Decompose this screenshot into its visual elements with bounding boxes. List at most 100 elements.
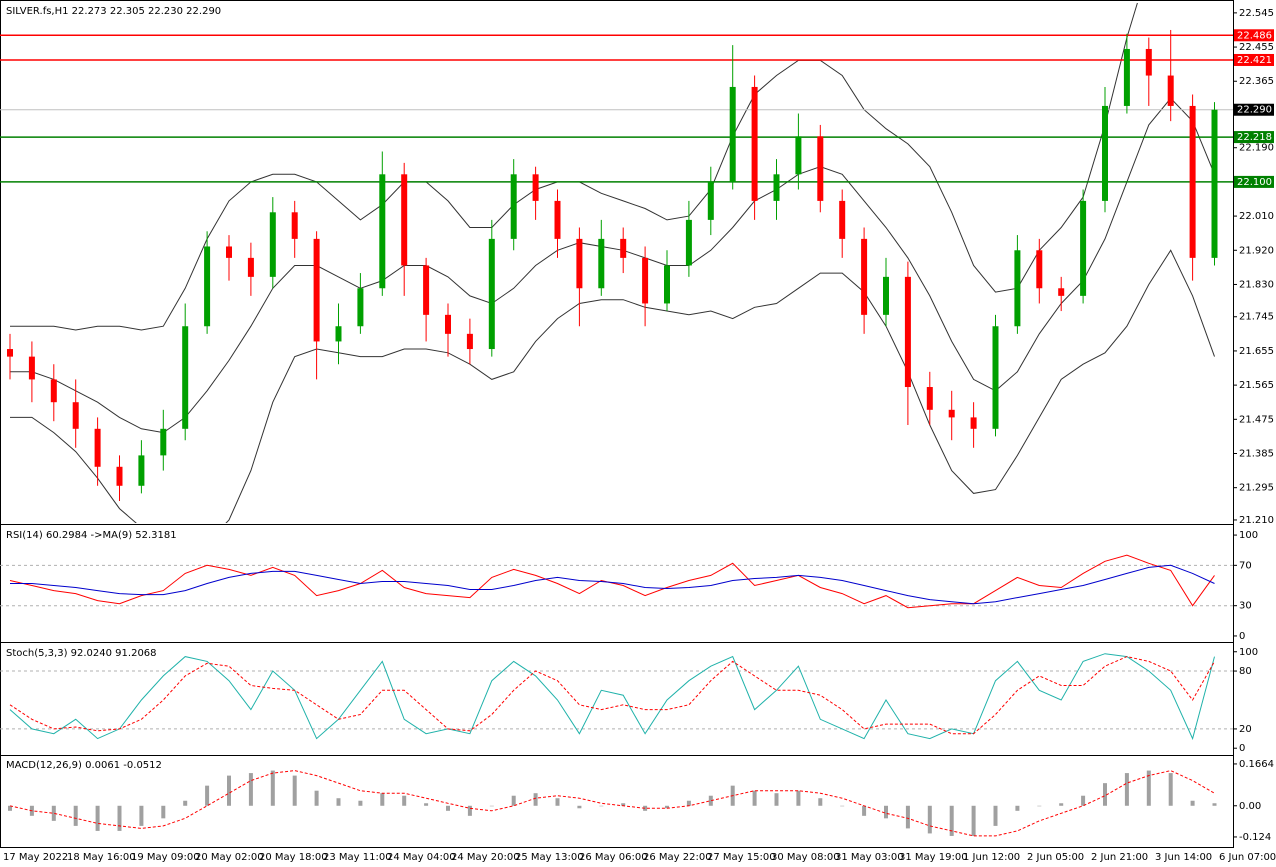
x-tick-label: 27 May 15:00	[707, 852, 776, 863]
macd-bar	[752, 790, 757, 806]
macd-bar	[292, 775, 297, 806]
candle-body	[94, 428, 101, 467]
y-tick-label: 22.010	[1239, 211, 1274, 222]
candle-body	[423, 265, 430, 315]
macd-bar	[1015, 805, 1020, 811]
macd-bar	[95, 805, 100, 831]
candle-body	[466, 333, 473, 350]
y-tick-label: 21.655	[1239, 346, 1274, 357]
candle-body	[1211, 109, 1218, 258]
x-tick-label: 30 May 08:00	[771, 852, 840, 863]
candle-body	[642, 257, 649, 304]
y-tick-label: 21.295	[1239, 483, 1274, 494]
candle-body	[401, 174, 408, 266]
macd-bar	[818, 798, 823, 806]
macd-bar	[161, 805, 166, 819]
candle-body	[182, 326, 189, 429]
macd-bar	[840, 805, 845, 807]
x-tick-label: 20 May 02:00	[195, 852, 264, 863]
panel	[0, 653, 1233, 741]
y-tick-label: 0.00	[1239, 801, 1261, 812]
indicator-line	[9, 653, 1215, 741]
candle-body	[883, 276, 889, 315]
candle-body	[1036, 250, 1043, 289]
candle-body	[664, 265, 670, 304]
macd-bar	[1146, 770, 1151, 806]
macd-bar	[686, 800, 691, 806]
x-tick-label: 19 May 09:00	[131, 852, 200, 863]
macd-bar	[665, 805, 669, 809]
panel	[0, 3, 1233, 523]
macd-bar	[884, 805, 888, 819]
y-tick-label: 20	[1239, 724, 1252, 735]
candle-body	[817, 136, 824, 201]
macd-bar	[8, 805, 12, 811]
macd-bar	[927, 805, 932, 834]
candle-body	[1189, 105, 1196, 258]
macd-bar	[796, 790, 801, 806]
candle-body	[247, 257, 254, 277]
candle-body	[1014, 250, 1021, 327]
candle-body	[861, 238, 868, 315]
level-label-box	[1234, 175, 1274, 188]
y-tick-label: 21.745	[1239, 312, 1274, 323]
x-tick-label: 31 May 19:00	[899, 852, 968, 863]
candle-body	[1058, 288, 1065, 296]
indicator-line	[10, 249, 1215, 523]
y-tick-label: 0	[1239, 743, 1245, 754]
panel	[8, 770, 1217, 837]
macd-bar	[621, 803, 626, 806]
x-tick-label: 3 Jun 14:00	[1155, 852, 1212, 863]
x-tick-label: 18 May 16:00	[67, 852, 136, 863]
candle-body	[707, 181, 714, 220]
candle-body	[510, 174, 517, 239]
y-tick-label: 21.565	[1239, 380, 1274, 391]
macd-bar	[949, 805, 954, 836]
macd-bar	[1124, 773, 1129, 806]
panel-title: Stoch(5,3,3) 92.0240 91.2068	[6, 648, 157, 659]
indicator-line	[9, 656, 1215, 735]
macd-bar	[1212, 803, 1217, 806]
x-tick-label: 25 May 13:00	[515, 852, 584, 863]
candle-body	[904, 276, 911, 388]
candle-body	[488, 238, 495, 350]
macd-bar	[73, 805, 78, 826]
y-tick-label: 21.475	[1239, 414, 1274, 425]
macd-bar	[555, 798, 560, 806]
panel-title: SILVER.fs,H1 22.273 22.305 22.230 22.290	[6, 6, 221, 17]
level-label: 22.486	[1237, 30, 1272, 41]
candle-body	[1145, 48, 1152, 76]
x-tick-label: 26 May 22:00	[643, 852, 712, 863]
y-tick-label: 0	[1239, 631, 1245, 642]
panel	[0, 554, 1233, 609]
macd-bar	[862, 805, 867, 816]
panel-title: RSI(14) 60.2984 ->MA(9) 52.3181	[6, 530, 177, 541]
candle-body	[926, 387, 933, 410]
candle-body	[72, 402, 79, 429]
candle-body	[335, 326, 342, 342]
candle-body	[839, 200, 846, 239]
macd-bar	[380, 793, 385, 806]
y-tick-label: 0.1664	[1239, 759, 1274, 770]
y-tick-label: 70	[1239, 560, 1252, 571]
macd-bar	[248, 773, 253, 806]
macd-bar	[139, 805, 144, 826]
y-tick-label: -0.124	[1239, 832, 1271, 843]
macd-bar	[533, 793, 538, 806]
macd-bar	[270, 770, 275, 806]
macd-bar	[446, 805, 450, 811]
indicator-line	[10, 3, 1138, 331]
candle-body	[204, 246, 211, 327]
candle-body	[379, 174, 386, 289]
x-tick-label: 26 May 06:00	[579, 852, 648, 863]
macd-bar	[183, 800, 188, 806]
x-tick-label: 17 May 2022	[3, 852, 68, 863]
candle-body	[795, 136, 802, 175]
level-label: 22.218	[1237, 132, 1272, 143]
macd-bar	[708, 795, 713, 806]
y-tick-label: 21.830	[1239, 279, 1274, 290]
macd-bar	[1059, 803, 1064, 806]
level-label-box	[1234, 131, 1274, 144]
y-tick-label: 21.920	[1239, 245, 1274, 256]
